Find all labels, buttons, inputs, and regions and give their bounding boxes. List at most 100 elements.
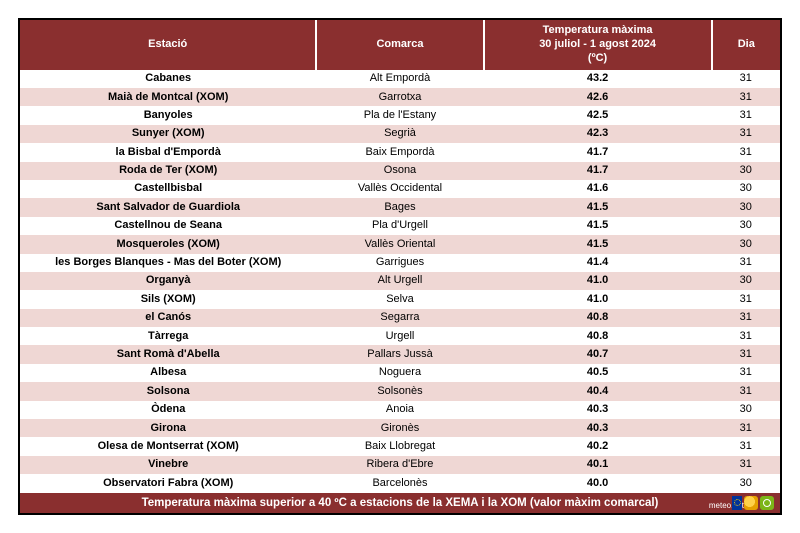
cell-comarca: Urgell xyxy=(316,327,483,345)
table-row: BanyolesPla de l'Estany42.531 xyxy=(20,106,780,124)
cell-comarca: Baix Llobregat xyxy=(316,437,483,455)
cell-temperature: 41.0 xyxy=(484,272,712,290)
cell-comarca: Bages xyxy=(316,198,483,216)
table-row: Mosqueroles (XOM)Vallès Oriental41.530 xyxy=(20,235,780,253)
table-row: ÒdenaAnoia40.330 xyxy=(20,401,780,419)
cell-comarca: Vallès Occidental xyxy=(316,180,483,198)
cell-temperature: 41.4 xyxy=(484,254,712,272)
cell-dia: 30 xyxy=(712,217,780,235)
table-header: Estació Comarca Temperatura màxima 30 ju… xyxy=(20,20,780,69)
cell-dia: 31 xyxy=(712,125,780,143)
cell-estacio: Sant Romà d'Abella xyxy=(20,345,316,363)
table-row: Observatori Fabra (XOM)Barcelonès40.030 xyxy=(20,474,780,492)
footer-caption: Temperatura màxima superior a 40 ºC a es… xyxy=(26,497,774,509)
cell-dia: 31 xyxy=(712,254,780,272)
cell-dia: 30 xyxy=(712,162,780,180)
table-row: Sils (XOM)Selva41.031 xyxy=(20,290,780,308)
cell-comarca: Alt Urgell xyxy=(316,272,483,290)
cell-estacio: Albesa xyxy=(20,364,316,382)
cell-dia: 31 xyxy=(712,88,780,106)
cell-temperature: 40.8 xyxy=(484,327,712,345)
table-row: Maià de Montcal (XOM)Garrotxa42.631 xyxy=(20,88,780,106)
cell-comarca: Ribera d'Ebre xyxy=(316,456,483,474)
cell-estacio: Maià de Montcal (XOM) xyxy=(20,88,316,106)
table-row: AlbesaNoguera40.531 xyxy=(20,364,780,382)
cell-comarca: Barcelonès xyxy=(316,474,483,492)
table-row: Sunyer (XOM)Segrià42.331 xyxy=(20,125,780,143)
cell-estacio: Sils (XOM) xyxy=(20,290,316,308)
cell-dia: 31 xyxy=(712,70,780,88)
cell-temperature: 40.1 xyxy=(484,456,712,474)
cell-temperature: 40.3 xyxy=(484,401,712,419)
cell-dia: 31 xyxy=(712,106,780,124)
table-row: Sant Romà d'AbellaPallars Jussà40.731 xyxy=(20,345,780,363)
cell-estacio: Banyoles xyxy=(20,106,316,124)
table-row: OrganyàAlt Urgell41.030 xyxy=(20,272,780,290)
logo-block xyxy=(732,496,774,510)
table-row: SolsonaSolsonès40.431 xyxy=(20,382,780,400)
cell-dia: 31 xyxy=(712,382,780,400)
header-temp-line1: Temperatura màxima 30 juliol - 1 agost 2… xyxy=(491,24,705,65)
cell-comarca: Segrià xyxy=(316,125,483,143)
cell-estacio: el Canós xyxy=(20,309,316,327)
cell-dia: 31 xyxy=(712,364,780,382)
table-row: Roda de Ter (XOM)Osona41.730 xyxy=(20,162,780,180)
cell-temperature: 41.5 xyxy=(484,235,712,253)
temperature-table: Estació Comarca Temperatura màxima 30 ju… xyxy=(20,20,780,512)
cell-dia: 31 xyxy=(712,419,780,437)
cell-dia: 31 xyxy=(712,290,780,308)
cell-estacio: Castellnou de Seana xyxy=(20,217,316,235)
cell-dia: 31 xyxy=(712,345,780,363)
cell-comarca: Pallars Jussà xyxy=(316,345,483,363)
cell-temperature: 41.5 xyxy=(484,217,712,235)
table-row: la Bisbal d'EmpordàBaix Empordà41.731 xyxy=(20,143,780,161)
cell-dia: 31 xyxy=(712,327,780,345)
cell-temperature: 41.6 xyxy=(484,180,712,198)
cell-temperature: 40.4 xyxy=(484,382,712,400)
cell-temperature: 41.5 xyxy=(484,198,712,216)
table-body: CabanesAlt Empordà43.231Maià de Montcal … xyxy=(20,70,780,493)
cell-estacio: Òdena xyxy=(20,401,316,419)
cell-temperature: 42.6 xyxy=(484,88,712,106)
table-row: CabanesAlt Empordà43.231 xyxy=(20,70,780,88)
cell-dia: 30 xyxy=(712,198,780,216)
cell-estacio: Solsona xyxy=(20,382,316,400)
cell-comarca: Gironès xyxy=(316,419,483,437)
table-row: TàrregaUrgell40.831 xyxy=(20,327,780,345)
cell-temperature: 41.7 xyxy=(484,162,712,180)
cell-estacio: Sant Salvador de Guardiola xyxy=(20,198,316,216)
cell-comarca: Selva xyxy=(316,290,483,308)
table-row: Olesa de Montserrat (XOM)Baix Llobregat4… xyxy=(20,437,780,455)
table-row: GironaGironès40.331 xyxy=(20,419,780,437)
cell-temperature: 40.5 xyxy=(484,364,712,382)
cell-dia: 31 xyxy=(712,309,780,327)
cell-comarca: Pla de l'Estany xyxy=(316,106,483,124)
green-icon xyxy=(760,496,774,510)
table-row: les Borges Blanques - Mas del Boter (XOM… xyxy=(20,254,780,272)
cell-comarca: Baix Empordà xyxy=(316,143,483,161)
cell-temperature: 40.0 xyxy=(484,474,712,492)
header-comarca: Comarca xyxy=(316,20,483,69)
table-footer: Temperatura màxima superior a 40 ºC a es… xyxy=(20,493,780,513)
cell-temperature: 41.0 xyxy=(484,290,712,308)
cell-estacio: Observatori Fabra (XOM) xyxy=(20,474,316,492)
table-row: Sant Salvador de GuardiolaBages41.530 xyxy=(20,198,780,216)
cell-dia: 30 xyxy=(712,401,780,419)
eu-flag-icon xyxy=(732,496,742,510)
cell-dia: 30 xyxy=(712,272,780,290)
cell-comarca: Garrotxa xyxy=(316,88,483,106)
table-row: CastellbisbalVallès Occidental41.630 xyxy=(20,180,780,198)
cell-comarca: Noguera xyxy=(316,364,483,382)
temperature-table-container: Estació Comarca Temperatura màxima 30 ju… xyxy=(18,18,782,514)
cell-estacio: Olesa de Montserrat (XOM) xyxy=(20,437,316,455)
cell-estacio: Cabanes xyxy=(20,70,316,88)
header-dia: Dia xyxy=(712,20,780,69)
cell-estacio: les Borges Blanques - Mas del Boter (XOM… xyxy=(20,254,316,272)
cell-comarca: Pla d'Urgell xyxy=(316,217,483,235)
cell-temperature: 42.3 xyxy=(484,125,712,143)
cell-temperature: 40.2 xyxy=(484,437,712,455)
cell-temperature: 42.5 xyxy=(484,106,712,124)
cell-temperature: 40.8 xyxy=(484,309,712,327)
cell-estacio: Organyà xyxy=(20,272,316,290)
cell-estacio: Mosqueroles (XOM) xyxy=(20,235,316,253)
